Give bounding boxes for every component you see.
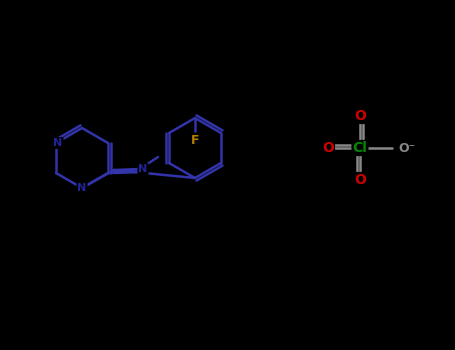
Text: N: N: [77, 183, 86, 193]
Text: O: O: [354, 173, 366, 187]
Text: N: N: [138, 164, 147, 174]
Text: N: N: [53, 138, 63, 148]
Text: Cl: Cl: [353, 141, 368, 155]
Text: O: O: [354, 109, 366, 123]
Text: O: O: [322, 141, 334, 155]
Text: O⁻: O⁻: [398, 141, 415, 154]
Text: F: F: [191, 133, 199, 147]
